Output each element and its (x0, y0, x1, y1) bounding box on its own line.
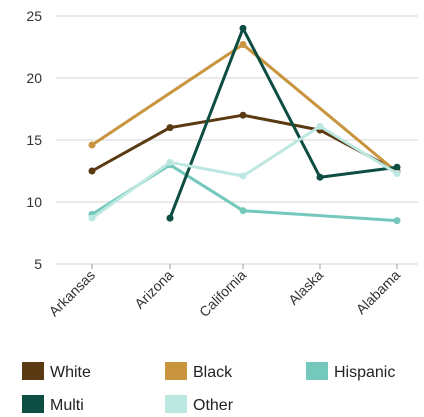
y-tick-label: 25 (26, 8, 42, 24)
legend-item-multi: Multi (22, 395, 84, 414)
x-tick-label: Arkansas (46, 267, 99, 320)
legend-swatch (165, 395, 187, 413)
data-point (239, 41, 247, 49)
legend-label: White (50, 364, 91, 381)
legend-swatch (22, 395, 44, 413)
data-point (239, 207, 247, 215)
grid (56, 15, 418, 265)
y-tick-label: 20 (26, 70, 42, 86)
legend-swatch (165, 362, 187, 380)
series-line (90, 43, 399, 174)
legend-label: Other (193, 397, 234, 414)
data-point (239, 172, 247, 180)
data-point (239, 24, 247, 32)
legend-label: Hispanic (334, 364, 395, 381)
data-point (88, 141, 96, 149)
data-point (316, 173, 324, 181)
x-tick-label: California (196, 267, 249, 320)
data-point (166, 214, 174, 222)
y-axis: 5 10 15 20 25 (26, 8, 42, 272)
legend-item-white: White (22, 362, 91, 381)
data-point (316, 122, 324, 130)
data-point (166, 158, 174, 166)
legend-swatch (22, 362, 44, 380)
y-tick-label: 5 (34, 256, 42, 272)
y-tick-label: 10 (26, 194, 42, 210)
legend-swatch (306, 362, 328, 380)
data-point (393, 217, 401, 225)
data-point (393, 163, 401, 171)
legend-label: Black (193, 364, 233, 381)
x-tick-label: Alabama (353, 267, 404, 318)
series-line (168, 26, 399, 220)
legend-item-other: Other (165, 395, 234, 414)
series-lines (88, 24, 401, 225)
series-white (88, 111, 401, 175)
series-black (88, 41, 401, 176)
y-tick-label: 15 (26, 132, 42, 148)
legend-item-black: Black (165, 362, 233, 381)
data-point (393, 169, 401, 177)
data-point (88, 214, 96, 222)
legend: White Black Hispanic Multi Other (22, 362, 395, 414)
x-axis: Arkansas Arizona California Alaska Alabama (46, 264, 404, 320)
x-tick-label: Alaska (285, 267, 326, 308)
legend-label: Multi (50, 397, 84, 414)
x-tick-label: Arizona (131, 267, 176, 312)
series-line (90, 113, 399, 173)
series-hispanic (88, 161, 401, 225)
data-point (88, 167, 96, 175)
series-other (88, 122, 401, 222)
data-point (166, 124, 174, 132)
legend-item-hispanic: Hispanic (306, 362, 395, 381)
data-point (239, 111, 247, 119)
series-multi (166, 24, 401, 222)
